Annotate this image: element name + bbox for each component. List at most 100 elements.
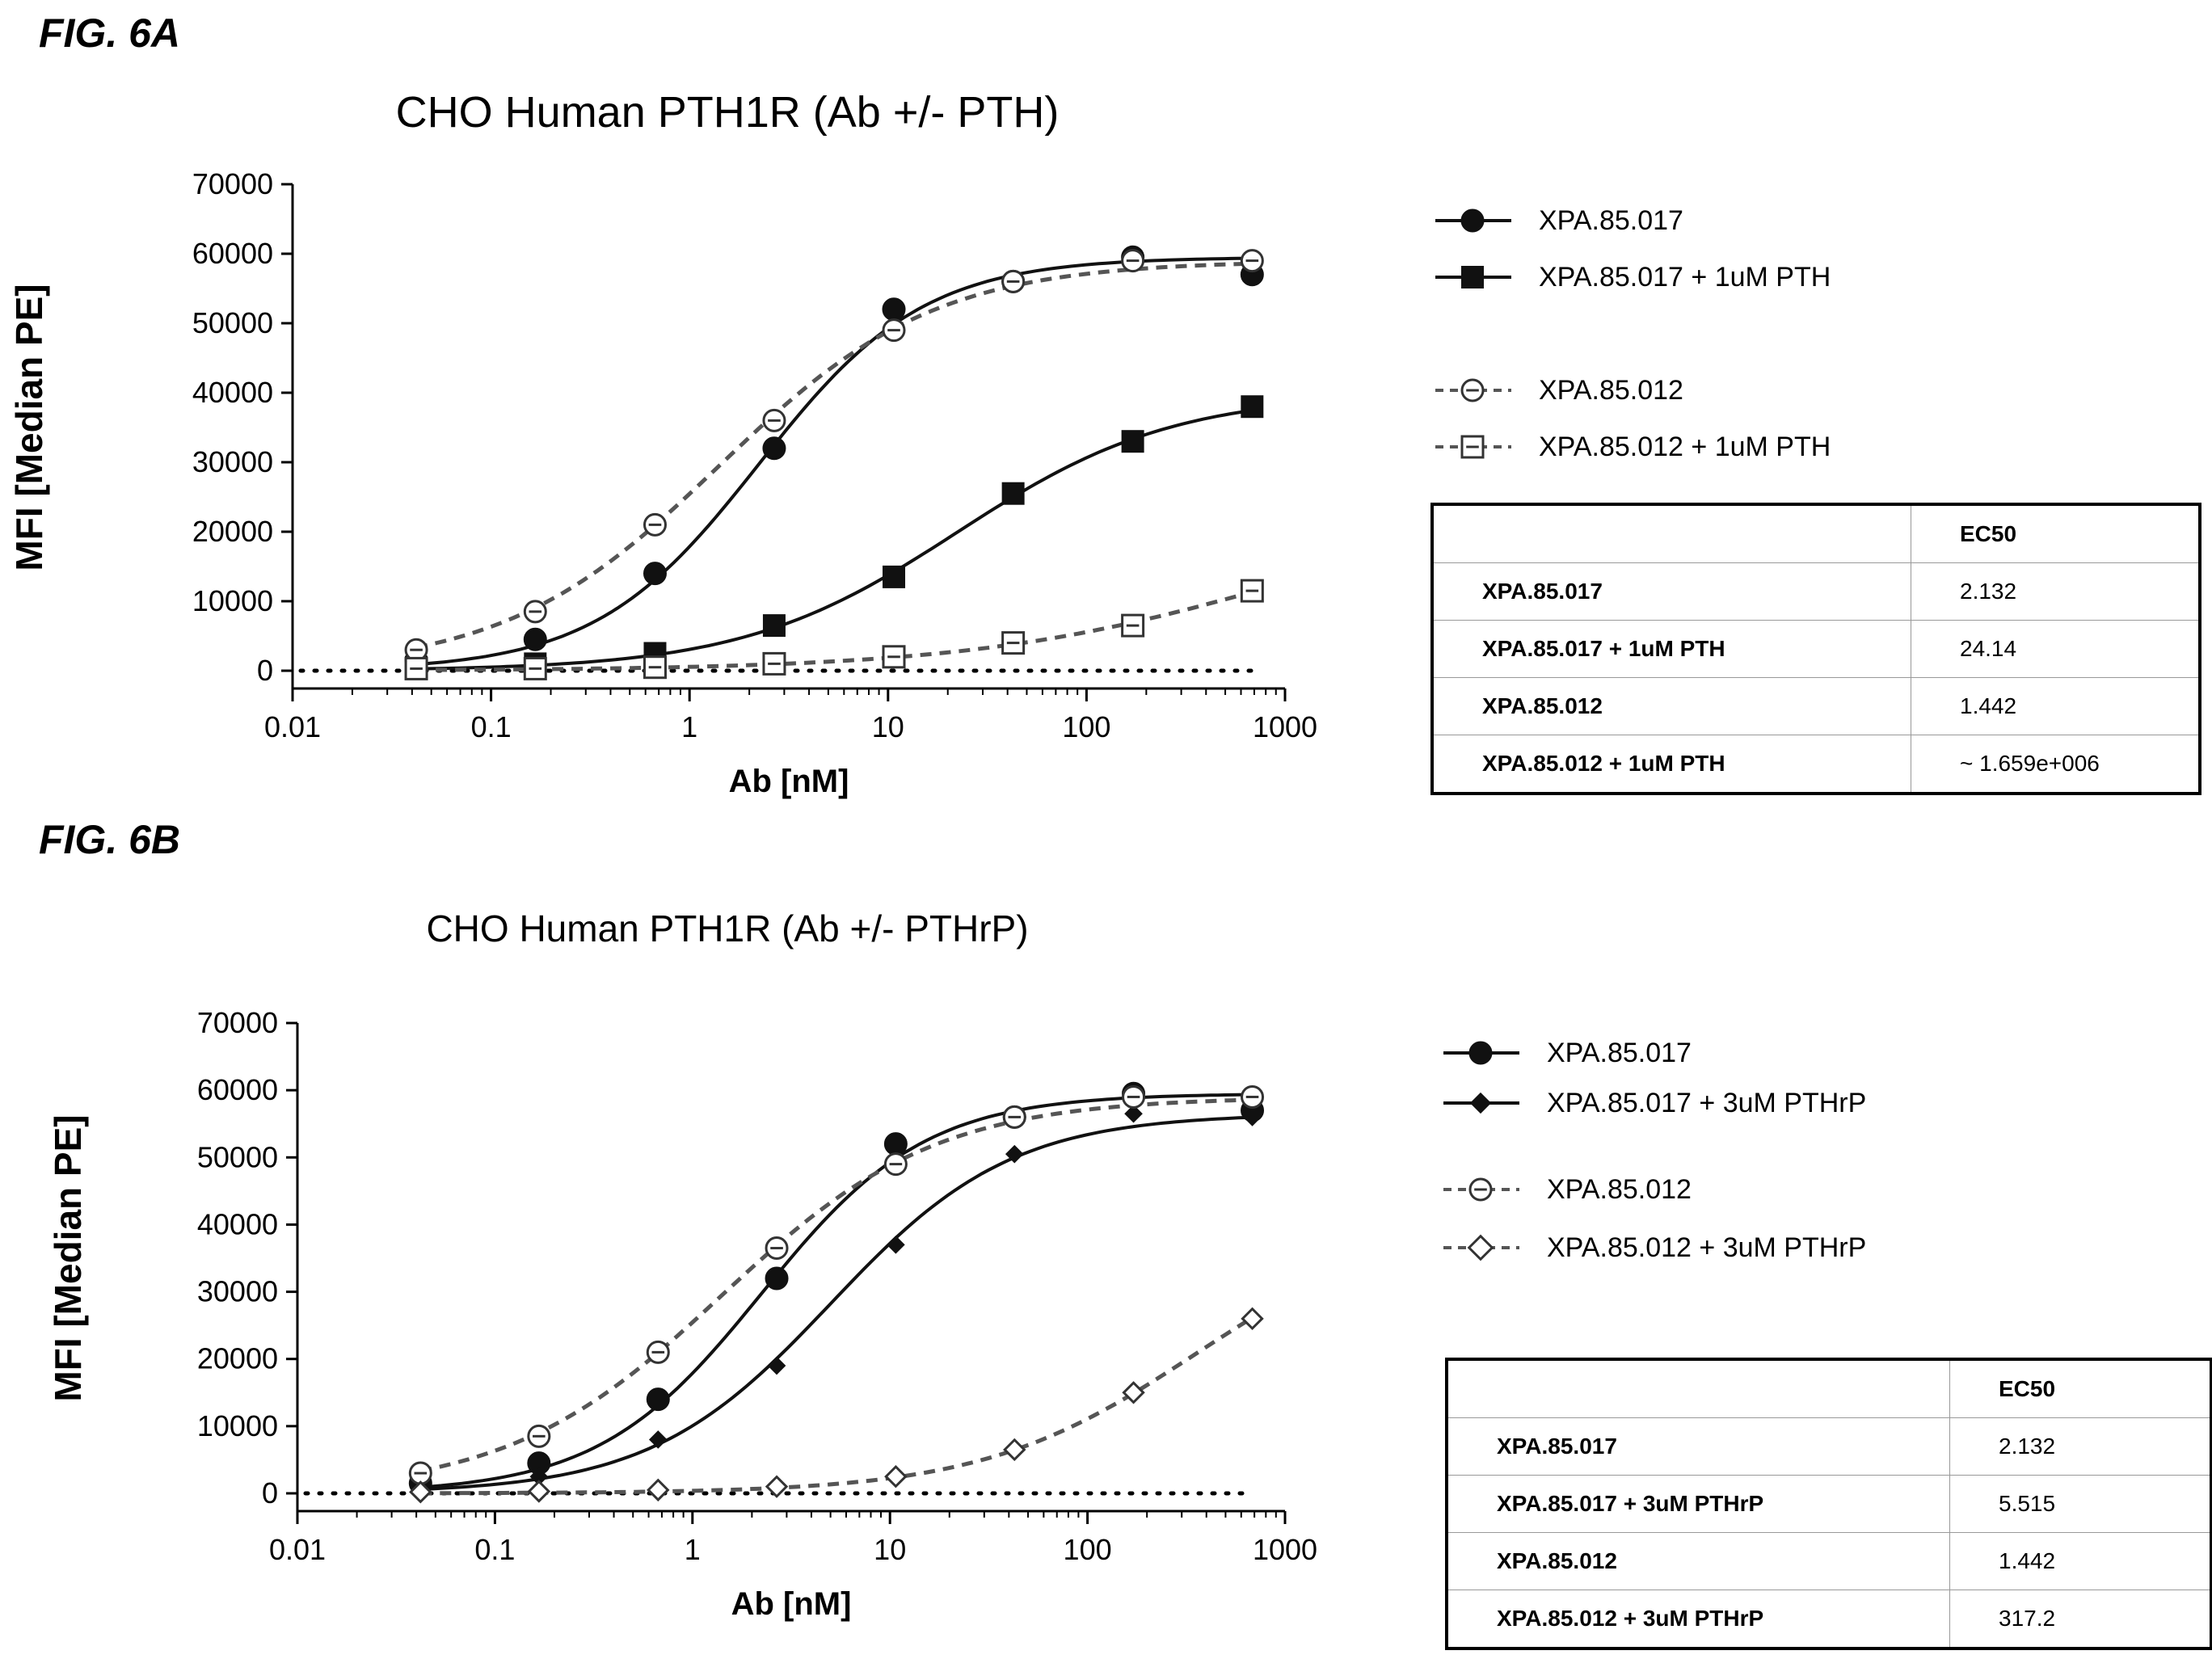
legend-swatch	[1435, 208, 1511, 233]
table-header-row: EC50	[1431, 503, 2201, 563]
y-tick-label: 0	[257, 654, 273, 687]
table-cell: XPA.85.017 + 3uM PTHrP	[1446, 1475, 1950, 1533]
data-point	[646, 1387, 670, 1412]
table-header-cell	[1446, 1358, 1950, 1418]
table-row: XPA.85.012 1.442	[1446, 1532, 2212, 1590]
data-point	[643, 562, 667, 586]
x-tick-label: 10	[874, 1533, 906, 1566]
data-point	[767, 1356, 786, 1375]
data-point	[887, 1236, 905, 1254]
legend-label: XPA.85.017 + 3uM PTHrP	[1547, 1087, 1867, 1118]
legend-swatch	[1443, 1177, 1519, 1202]
table-cell: XPA.85.017 + 1uM PTH	[1431, 620, 1911, 678]
legend-label: XPA.85.017 + 1uM PTH	[1539, 261, 1831, 293]
data-point	[1005, 1144, 1024, 1164]
x-tick-label: 1	[681, 710, 697, 743]
legend-label: XPA.85.017	[1539, 204, 1683, 236]
table-header-cell: EC50	[1949, 1358, 2212, 1418]
y-tick-label: 70000	[192, 167, 273, 200]
series-line	[420, 1115, 1253, 1492]
data-point	[762, 436, 786, 461]
table-cell: 2.132	[1911, 562, 2201, 621]
series-2	[404, 249, 1264, 662]
legend-marker	[1460, 208, 1485, 233]
table-cell: 2.132	[1949, 1417, 2212, 1476]
data-point	[765, 1266, 789, 1291]
data-point	[1003, 1438, 1026, 1462]
table-row: XPA.85.017 2.132	[1431, 562, 2201, 621]
data-point	[883, 565, 906, 588]
table-cell: 1.442	[1911, 677, 2201, 735]
data-point	[409, 1480, 432, 1504]
table-row: XPA.85.017 + 1uM PTH 24.14	[1431, 620, 2201, 678]
figure-a-label: FIG. 6A	[39, 11, 181, 56]
series-line	[416, 408, 1253, 671]
legend-label: XPA.85.012 + 1uM PTH	[1539, 431, 1831, 462]
table-row: XPA.85.017 + 3uM PTHrP 5.515	[1446, 1475, 2212, 1533]
figure-b-label: FIG. 6B	[39, 817, 181, 862]
x-tick-label: 10	[872, 710, 904, 743]
legend-marker	[1468, 1041, 1493, 1065]
y-tick-label: 60000	[197, 1073, 278, 1106]
legend-marker	[1469, 1092, 1492, 1114]
table-cell: 24.14	[1911, 620, 2201, 678]
table-cell: 1.442	[1949, 1532, 2212, 1590]
y-axis-label: MFI [Median PE]	[8, 284, 50, 571]
table-row: XPA.85.012 1.442	[1431, 677, 2201, 735]
series-line	[420, 1093, 1253, 1489]
x-tick-label: 100	[1062, 710, 1110, 743]
legend-item: XPA.85.012	[1430, 362, 1831, 419]
y-tick-label: 40000	[192, 376, 273, 409]
y-tick-label: 0	[262, 1476, 278, 1510]
data-point	[883, 1132, 908, 1156]
x-tick-label: 1000	[1253, 710, 1317, 743]
data-point	[882, 297, 906, 322]
table-cell: XPA.85.012 + 3uM PTHrP	[1446, 1590, 1950, 1649]
legend-swatch	[1443, 1234, 1519, 1261]
y-tick-label: 10000	[197, 1409, 278, 1442]
data-point	[1122, 1381, 1145, 1404]
series-line	[419, 1097, 1253, 1473]
table-row: XPA.85.012 + 1uM PTH ~ 1.659e+006	[1431, 735, 2201, 794]
x-axis-label: Ab [nM]	[731, 1586, 852, 1622]
series-line	[416, 590, 1253, 672]
legend-swatch	[1435, 266, 1511, 288]
data-point	[647, 1478, 670, 1502]
y-tick-label: 20000	[192, 515, 273, 548]
table-header-row: EC50	[1446, 1358, 2212, 1418]
legend-item: XPA.85.017	[1439, 1028, 1866, 1078]
table-cell: XPA.85.012	[1446, 1532, 1950, 1590]
y-tick-label: 10000	[192, 584, 273, 617]
table-cell: 317.2	[1949, 1590, 2212, 1649]
table-cell: XPA.85.017	[1431, 562, 1911, 621]
data-point	[1241, 395, 1264, 419]
x-axis-label: Ab [nM]	[729, 764, 849, 799]
data-point	[648, 1430, 668, 1449]
legend-item: XPA.85.012	[1439, 1160, 1866, 1219]
data-point	[1240, 579, 1264, 603]
y-tick-label: 30000	[197, 1275, 278, 1308]
x-tick-label: 0.01	[264, 710, 321, 743]
data-point	[1241, 1307, 1264, 1331]
y-tick-label: 20000	[197, 1342, 278, 1375]
data-point	[1243, 1108, 1262, 1126]
y-tick-label: 60000	[192, 237, 273, 270]
table-row: XPA.85.012 + 3uM PTHrP 317.2	[1446, 1590, 2212, 1649]
legend-marker	[1461, 266, 1484, 288]
series-line	[415, 256, 1253, 667]
figure-b-chart: 0 10000 20000 30000 40000 50000 60000 70000 0.01…	[47, 1006, 1317, 1622]
legend-label: XPA.85.012 + 3uM PTHrP	[1547, 1232, 1867, 1263]
x-tick-label: 0.01	[269, 1533, 326, 1566]
legend-swatch	[1435, 378, 1511, 402]
x-tick-label: 1	[685, 1533, 701, 1566]
x-tick-label: 0.1	[471, 710, 512, 743]
data-point	[527, 1480, 551, 1503]
y-tick-label: 40000	[197, 1207, 278, 1240]
figure-b-ec50-table: EC50 XPA.85.017 2.132 XPA.85.017 + 3uM PT…	[1445, 1358, 2212, 1650]
legend-item: XPA.85.017 + 3uM PTHrP	[1439, 1078, 1866, 1128]
figure-a-legend: XPA.85.017 XPA.85.017 + 1uM PTH XPA.85.0…	[1430, 192, 1831, 475]
x-tick-label: 1000	[1253, 1533, 1317, 1566]
legend-swatch	[1435, 435, 1511, 459]
data-point	[762, 614, 786, 638]
figure-b-legend: XPA.85.017 XPA.85.017 + 3uM PTHrP XPA.85…	[1439, 1028, 1866, 1277]
